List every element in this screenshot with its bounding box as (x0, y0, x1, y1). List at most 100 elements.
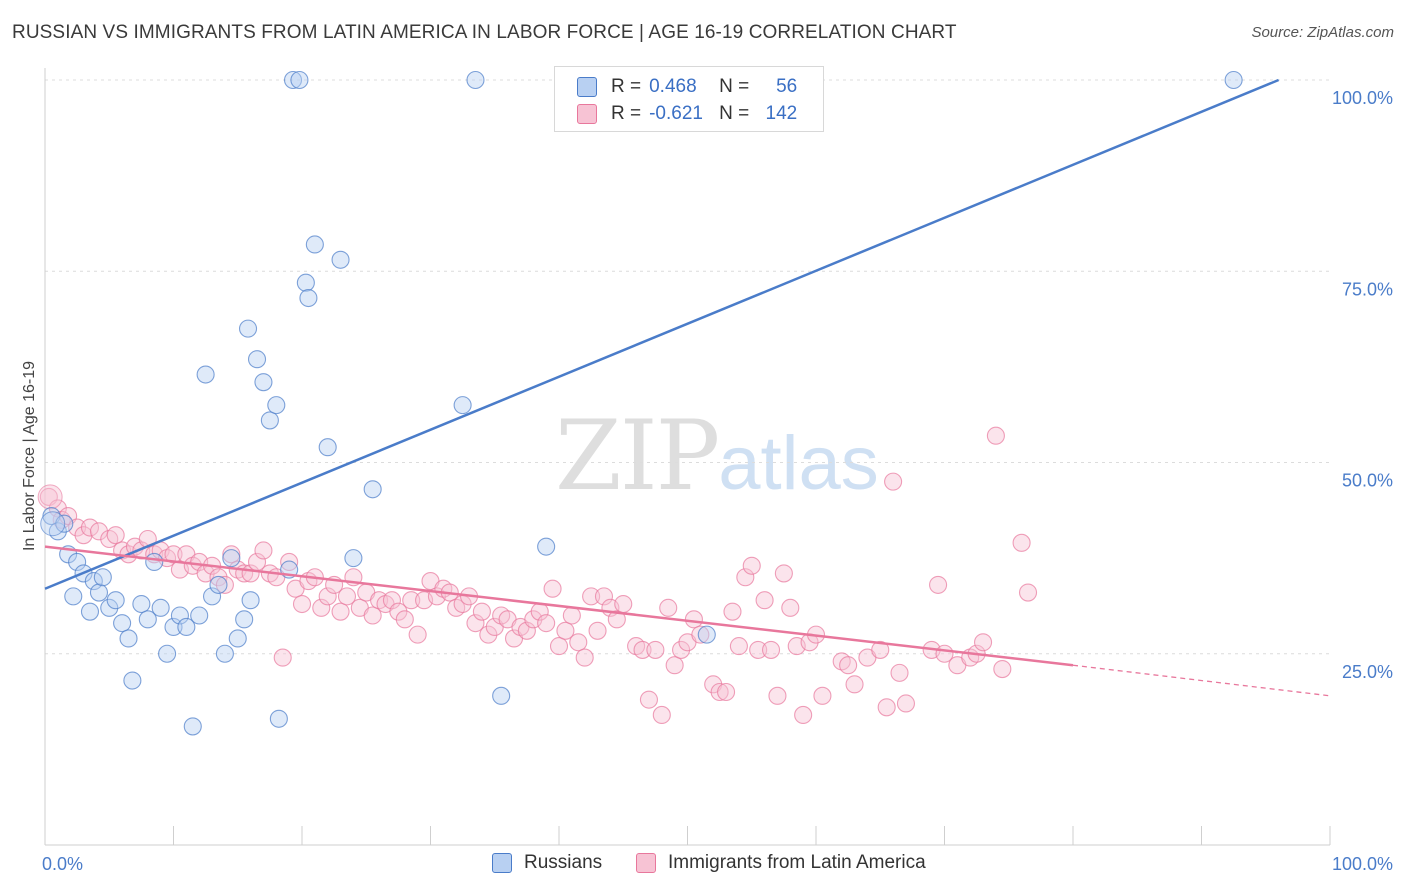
x-tick-label: 100.0% (1332, 854, 1393, 874)
russians-point (222, 549, 241, 568)
russians-point (190, 606, 209, 625)
latin-america-point (331, 602, 350, 621)
y-tick-label: 100.0% (1332, 88, 1393, 108)
russians-point (228, 629, 247, 648)
latin-america-point (993, 659, 1012, 679)
latin-america-point (292, 594, 312, 614)
latin-swatch (636, 853, 656, 873)
russians-point (40, 511, 66, 537)
latin-america-point (273, 648, 292, 667)
latin-america-point (633, 640, 652, 659)
russians-point (299, 288, 318, 308)
latin-america-point (280, 552, 299, 572)
latin-america-point (710, 682, 729, 702)
r-value: -0.621 (649, 103, 703, 124)
latin-america-point (890, 663, 909, 682)
stats-legend: R = 0.468 N = 56 R = -0.621 N = 142 (554, 66, 824, 132)
watermark-zip: ZIP (555, 400, 720, 512)
latin-america-point (1018, 583, 1038, 602)
latin-america-point (929, 575, 948, 594)
latin-america-point (588, 621, 607, 640)
latin-america-point (74, 526, 93, 545)
russians-point (84, 572, 103, 591)
latin-america-point (37, 484, 63, 510)
russians-point (254, 373, 273, 392)
latin-america-point (716, 682, 736, 702)
latin-america-point (839, 656, 858, 675)
latin-america-point (755, 591, 774, 610)
latin-america-point (575, 648, 594, 667)
latin-america-point (408, 625, 427, 644)
legend-label-russians: Russians (524, 852, 603, 873)
latin-america-point (254, 541, 273, 560)
russians-point (106, 591, 125, 610)
latin-america-point (896, 694, 916, 713)
legend-row-russians: R = 0.468 N = 56 (577, 73, 797, 101)
latin-america-point (222, 545, 241, 564)
latin-america-point (48, 499, 67, 518)
latin-america-point (569, 633, 588, 652)
russians-point (1224, 70, 1243, 90)
r-value: 0.468 (649, 76, 697, 97)
russians-point (158, 644, 177, 663)
russians-point (80, 602, 100, 621)
latin-america-point (389, 602, 408, 621)
latin-america-point (164, 545, 183, 564)
latin-america-point (986, 426, 1005, 445)
latin-america-point (845, 675, 864, 694)
russians-point (267, 396, 286, 415)
axis-labels: 100.0% 75.0% 50.0% 25.0% 0.0% 100.0% In Labor … (21, 88, 1393, 874)
latin-america-point (871, 640, 890, 659)
legend-item-russians: Russians (492, 852, 602, 874)
russians-point (247, 350, 267, 369)
russians-point (235, 610, 254, 629)
russians-point (196, 365, 215, 384)
latin-america-point (537, 614, 556, 633)
latin-america-point (466, 614, 485, 633)
russians-point (296, 273, 315, 292)
russians-point (177, 617, 196, 637)
latin-america-point (337, 587, 357, 606)
n-label: N = (719, 76, 750, 97)
russians-point (331, 250, 350, 269)
latin-america-point (723, 602, 742, 621)
latin-trend-extension (1072, 664, 1331, 697)
latin-america-point (781, 598, 800, 617)
n-label: N = (719, 103, 750, 124)
latin-america-point (549, 637, 569, 656)
latin-america-point (80, 518, 100, 537)
latin-america-point (209, 568, 228, 587)
source-label: Source: ZipAtlas.com (1251, 24, 1394, 41)
latin-america-point (318, 587, 337, 606)
r-label: R = (611, 76, 642, 97)
latin-america-points (37, 426, 1038, 725)
russians-point (100, 598, 119, 617)
russians-point (269, 709, 288, 728)
russians-point (93, 568, 112, 587)
russians-points (40, 70, 1243, 736)
y-tick-label: 25.0% (1342, 662, 1393, 682)
latin-america-point (729, 637, 748, 656)
latin-swatch (577, 104, 597, 124)
x-tick-label: 0.0% (42, 854, 83, 874)
latin-america-point (749, 640, 768, 659)
legend-item-latin: Immigrants from Latin America (636, 852, 926, 874)
latin-america-point (312, 598, 331, 617)
russians-point (132, 594, 151, 614)
russians-point (64, 587, 83, 606)
latin-america-point (614, 594, 633, 614)
russians-point (537, 537, 556, 556)
latin-america-point (562, 606, 581, 625)
latin-trend-line (44, 545, 1074, 667)
latin-america-point (556, 621, 575, 640)
russians-point (89, 583, 109, 602)
latin-america-point (517, 621, 536, 640)
latin-america-point (106, 526, 125, 545)
latin-america-point (877, 698, 896, 717)
russians-point (215, 644, 234, 663)
legend-row-latin: R = -0.621 N = 142 (577, 100, 797, 128)
russians-point (492, 686, 511, 705)
latin-america-point (215, 575, 234, 594)
latin-america-point (582, 587, 601, 606)
